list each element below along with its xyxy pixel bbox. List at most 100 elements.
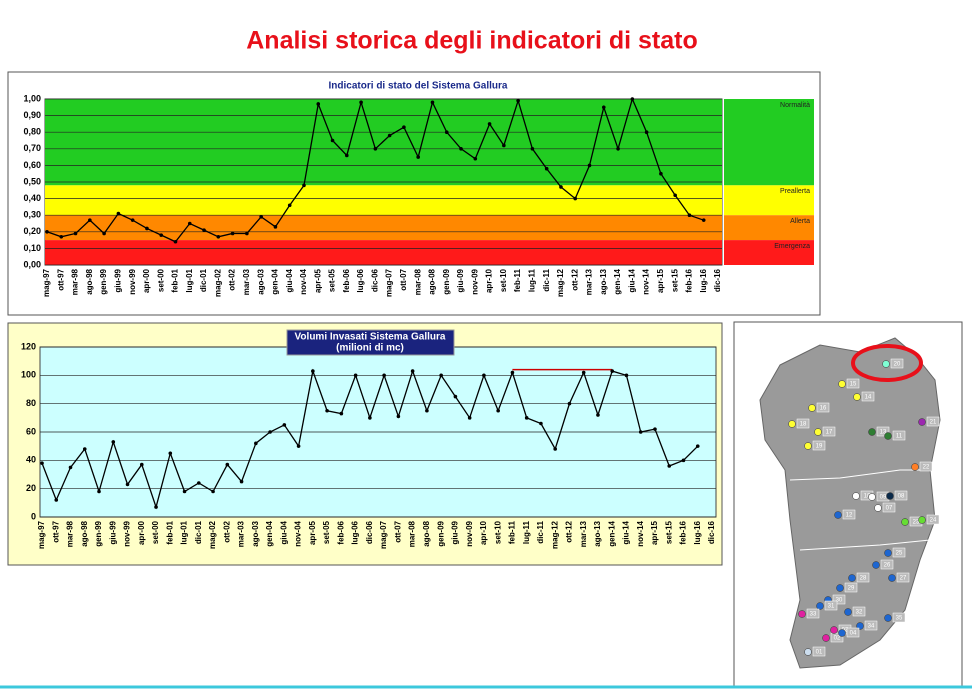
station-label: 15: [850, 382, 857, 388]
x-tick-label: nov-14: [636, 520, 645, 546]
data-point: [230, 231, 235, 236]
x-tick-label: ago-03: [256, 268, 265, 294]
data-point: [630, 97, 635, 101]
x-tick-label: mar-08: [408, 520, 417, 547]
band-label: Preallerta: [780, 188, 810, 195]
data-point: [168, 451, 173, 456]
data-point: [587, 163, 592, 168]
y-tick-label: 1,00: [23, 93, 41, 103]
data-point: [197, 481, 201, 485]
data-point: [339, 411, 344, 416]
x-tick-label: dic-16: [713, 268, 722, 292]
x-tick-label: apr-00: [142, 268, 151, 293]
x-tick-label: set-10: [493, 520, 502, 544]
station-label: 20: [894, 362, 901, 368]
data-point: [610, 369, 615, 373]
y-tick-label: 0,80: [23, 127, 41, 137]
station-label: 04: [850, 631, 857, 637]
x-tick-label: dic-11: [542, 268, 551, 291]
data-point: [330, 138, 335, 143]
data-point: [467, 416, 472, 420]
x-tick-label: mar-03: [242, 268, 251, 295]
x-tick-label: ago-08: [428, 268, 437, 294]
station-tag: [882, 502, 896, 513]
x-tick-label: gen-09: [442, 268, 451, 294]
station-label: 35: [896, 616, 903, 622]
x-tick-label: nov-99: [123, 520, 132, 546]
map-station: [868, 493, 876, 501]
station-label: 27: [900, 576, 907, 582]
x-tick-label: dic-06: [370, 268, 379, 292]
map-station: [868, 428, 876, 436]
data-point: [130, 218, 135, 222]
data-point: [125, 482, 130, 487]
chart-subtitle: (milioni di mc): [336, 343, 404, 354]
data-point: [530, 147, 535, 151]
data-point: [439, 373, 443, 378]
x-tick-label: lug-11: [528, 268, 537, 292]
map-station: [830, 626, 838, 634]
data-point: [667, 464, 672, 468]
x-tick-label: feb-11: [513, 268, 522, 292]
map-station: [814, 428, 822, 436]
station-tag: [864, 620, 878, 631]
x-tick-label: nov-99: [128, 268, 137, 294]
data-point: [239, 479, 244, 484]
chart-title: Volumi Invasati Sistema Gallura: [295, 332, 446, 343]
x-tick-label: mar-13: [579, 520, 588, 547]
x-tick-label: feb-06: [342, 268, 351, 292]
x-tick-label: ago-03: [251, 520, 260, 546]
station-tag: [876, 426, 890, 437]
data-point: [659, 171, 663, 176]
x-tick-label: ott-02: [222, 520, 231, 542]
map-station: [838, 380, 846, 388]
map-station: [822, 634, 830, 642]
station-label: 25: [896, 551, 903, 557]
data-point: [402, 125, 406, 130]
data-point: [139, 462, 144, 467]
y-tick-label: 0,00: [23, 259, 41, 269]
y-tick-label: 0,10: [23, 243, 41, 253]
x-tick-label: giu-09: [451, 520, 460, 544]
station-label: 24: [930, 518, 937, 524]
data-point: [516, 98, 520, 103]
band: [45, 185, 722, 216]
x-tick-label: lug-11: [522, 520, 531, 544]
data-point: [482, 373, 486, 378]
map-station: [872, 561, 880, 569]
data-point: [487, 122, 492, 126]
band: [45, 215, 722, 241]
data-point: [624, 373, 629, 378]
x-tick-label: dic-06: [365, 520, 374, 544]
x-tick-label: ago-98: [80, 520, 89, 546]
data-point: [396, 414, 401, 419]
x-tick-label: ago-13: [593, 520, 602, 546]
band: [45, 240, 722, 265]
station-tag: [842, 509, 856, 520]
x-tick-label: apr-15: [650, 520, 659, 545]
y-tick-label: 0: [31, 511, 36, 521]
x-tick-label: set-00: [151, 520, 160, 544]
y-tick-label: 20: [26, 483, 36, 493]
data-point: [596, 413, 600, 417]
data-point: [416, 155, 420, 159]
x-tick-label: gen-14: [607, 520, 616, 546]
data-point: [553, 447, 557, 451]
x-tick-label: ago-08: [422, 520, 431, 546]
x-tick-label: feb-06: [336, 520, 345, 544]
data-point: [325, 408, 329, 413]
station-tag: [832, 594, 846, 605]
map-station: [884, 549, 892, 557]
map-station: [852, 492, 860, 500]
station-label: 30: [836, 598, 843, 604]
x-tick-label: mag-97: [42, 268, 51, 297]
data-point: [524, 416, 529, 420]
y-tick-label: 0,20: [23, 226, 41, 236]
data-point: [544, 166, 549, 171]
station-tag: [880, 559, 894, 570]
data-point: [282, 423, 287, 427]
data-point: [97, 489, 101, 494]
band-legend: [724, 99, 814, 186]
data-point: [59, 234, 64, 239]
